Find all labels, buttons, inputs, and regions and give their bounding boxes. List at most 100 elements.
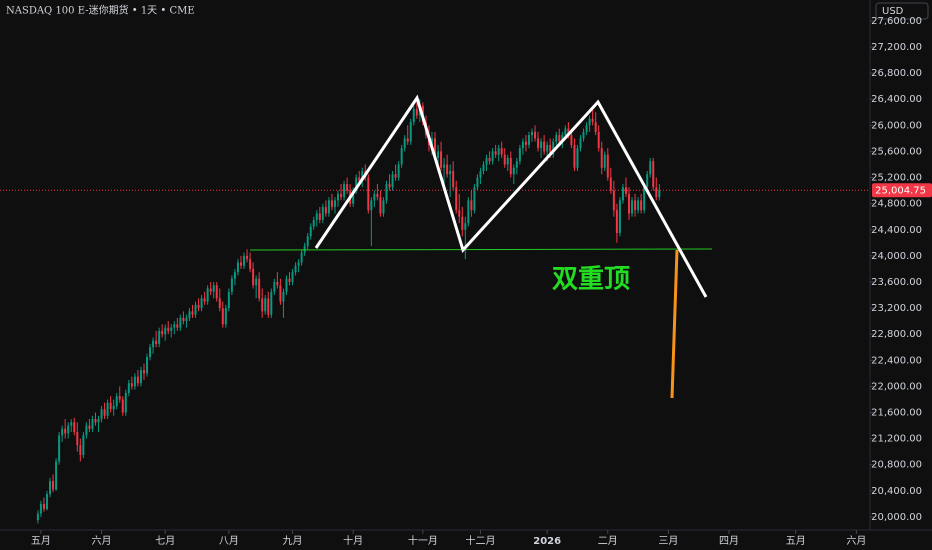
candle-body — [321, 206, 324, 220]
candle-body — [336, 193, 339, 201]
candle-body — [552, 141, 555, 155]
currency-box[interactable] — [875, 2, 929, 20]
candle-body — [543, 141, 546, 152]
candle-body — [379, 197, 382, 214]
candle-body — [258, 278, 261, 299]
candle-body — [537, 138, 540, 149]
candle-body — [146, 357, 149, 374]
candle-body — [609, 177, 612, 191]
candle-body — [300, 252, 303, 263]
candle-body — [227, 291, 230, 309]
candle-body — [158, 330, 161, 344]
candle-body — [509, 157, 512, 175]
symbol-title: NASDAQ 100 E-迷你期货 • 1天 • CME — [6, 4, 195, 17]
candle-body — [524, 141, 527, 145]
x-tick-label: 十月 — [343, 534, 363, 547]
candle-body — [42, 503, 45, 510]
candle-body — [230, 278, 233, 292]
candle-body — [155, 340, 158, 344]
x-tick-label: 四月 — [719, 535, 739, 547]
candle-body — [606, 154, 609, 178]
candle-body — [79, 445, 82, 455]
candle-body — [655, 187, 658, 198]
x-tick-label: 五月 — [786, 535, 806, 547]
last-price-box — [872, 183, 932, 198]
candle-body — [236, 262, 239, 273]
candle-body — [612, 190, 615, 211]
candle-body — [476, 177, 479, 188]
candle-body — [303, 246, 306, 253]
candle-body — [373, 193, 376, 201]
candle-body — [415, 109, 418, 116]
candle-body — [282, 291, 285, 302]
candle-body — [449, 171, 452, 175]
candle-body — [161, 330, 164, 335]
candle-body — [218, 298, 221, 309]
candle-body — [70, 422, 73, 426]
y-tick-label: 27,200.00 — [871, 42, 922, 53]
candle-body — [443, 164, 446, 168]
candle-body — [506, 157, 509, 165]
candle-body — [491, 151, 494, 162]
candle-body — [279, 285, 282, 302]
candle-body — [94, 419, 97, 423]
candle-body — [100, 409, 103, 420]
candle-body — [527, 135, 530, 145]
candle-body — [546, 144, 549, 152]
candle-body — [531, 131, 534, 136]
candle-body — [376, 193, 379, 198]
candle-body — [582, 131, 585, 139]
candle-body — [591, 118, 594, 123]
candle-body — [173, 324, 176, 328]
candle-body — [652, 161, 655, 188]
candle-body — [561, 135, 564, 142]
candle-body — [555, 135, 558, 142]
x-tick-label: 十一月 — [408, 534, 438, 547]
candle-body — [109, 402, 112, 410]
candle-body — [497, 148, 500, 155]
candle-body — [118, 396, 121, 400]
candle-body — [276, 281, 279, 286]
candle-body — [588, 118, 591, 126]
candle-body — [382, 200, 385, 214]
candle-body — [597, 131, 600, 149]
x-tick-label: 2026 — [533, 536, 561, 547]
candle-body — [176, 324, 179, 328]
candle-body — [288, 278, 291, 282]
candle-body — [512, 167, 515, 175]
candle-body — [500, 148, 503, 155]
candle-body — [370, 200, 373, 211]
candle-body — [55, 461, 58, 490]
candle-body — [515, 161, 518, 168]
candle-body — [355, 177, 358, 191]
candle-body — [646, 174, 649, 188]
candle-body — [130, 383, 133, 387]
y-tick-label: 26,400.00 — [871, 94, 922, 105]
candle-body — [306, 236, 309, 247]
candle-body — [358, 177, 361, 181]
y-tick-label: 22,800.00 — [871, 329, 922, 340]
y-tick-label: 27,600.00 — [871, 16, 922, 27]
candle-body — [434, 138, 436, 158]
candle-body — [67, 425, 70, 434]
candle-body — [600, 148, 603, 168]
candle-body — [312, 219, 315, 227]
candle-body — [485, 157, 488, 165]
y-tick-label: 26,000.00 — [871, 120, 922, 131]
candle-body — [273, 281, 276, 292]
candle-body — [91, 419, 94, 429]
candle-body — [182, 317, 185, 322]
x-tick-label: 三月 — [658, 535, 678, 547]
candle-body — [103, 409, 106, 416]
candle-body — [318, 213, 321, 220]
candle-body — [142, 370, 145, 374]
candle-body — [73, 422, 76, 433]
candle-body — [394, 174, 397, 178]
candle-body — [385, 184, 388, 201]
candle-body — [503, 154, 506, 165]
candle-body — [97, 419, 100, 423]
candle-body — [470, 200, 473, 211]
candle-body — [400, 148, 403, 165]
